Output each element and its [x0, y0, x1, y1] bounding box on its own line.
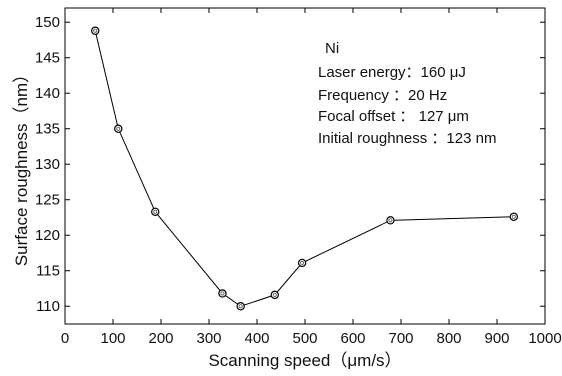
- data-point-inner: [272, 292, 277, 297]
- y-tick-label: 150: [35, 14, 60, 31]
- data-point: [270, 290, 279, 300]
- y-tick-label: 130: [35, 156, 60, 173]
- data-point: [151, 207, 160, 217]
- data-point: [114, 124, 123, 133]
- y-tick-label: 140: [35, 85, 60, 102]
- x-tick-label: 100: [100, 330, 125, 347]
- data-point-inner: [511, 214, 516, 219]
- annotation-line: Laser energy：160 μJ: [318, 64, 466, 81]
- y-axis-title: Surface roughness（nm）: [12, 66, 31, 266]
- data-point-inner: [300, 260, 305, 265]
- data-point: [509, 212, 518, 221]
- y-tick-label: 115: [36, 263, 60, 280]
- data-point-inner: [116, 126, 121, 131]
- axis-ticks: 0 100 200 300 400 500 600 700 800 900 1000 110 115 12…: [35, 8, 562, 347]
- annotation-line: Frequency ：20 Hz: [318, 87, 447, 104]
- x-tick-label: 500: [292, 330, 317, 347]
- data-point: [218, 289, 227, 298]
- data-point-inner: [93, 28, 98, 33]
- y-tick-label: 125: [35, 192, 60, 209]
- y-tick-label: 120: [35, 227, 60, 244]
- x-axis-title: Scanning speed（μm/s）: [208, 351, 401, 370]
- data-point-inner: [153, 209, 158, 214]
- data-point: [236, 302, 245, 311]
- y-tick-label: 135: [35, 121, 60, 138]
- x-tick-label: 0: [61, 330, 69, 347]
- data-point: [386, 216, 395, 225]
- annotation-material: Ni: [325, 40, 339, 57]
- data-point-inner: [388, 218, 393, 223]
- x-tick-label: 600: [340, 330, 365, 347]
- data-point: [297, 258, 307, 268]
- annotation-block: Ni Laser energy：160 μJ Frequency ：20 Hz Foc…: [318, 40, 496, 147]
- x-tick-label: 300: [196, 330, 221, 347]
- data-points: [91, 26, 518, 311]
- x-tick-label: 200: [148, 330, 173, 347]
- y-tick-label: 110: [36, 298, 60, 315]
- x-tick-label: 700: [388, 330, 413, 347]
- plot-frame: [64, 7, 546, 325]
- data-point: [91, 26, 100, 35]
- y-tick-label: 145: [35, 50, 60, 67]
- x-tick-label: 1000: [528, 330, 561, 347]
- x-tick-label: 900: [484, 330, 509, 347]
- x-tick-label: 800: [436, 330, 461, 347]
- annotation-line: Focal offset ： 127 μm: [318, 108, 469, 125]
- data-point-inner: [238, 304, 243, 309]
- x-tick-label: 400: [244, 330, 269, 347]
- data-point-inner: [220, 291, 225, 296]
- annotation-line: Initial roughness ：123 nm: [318, 130, 496, 147]
